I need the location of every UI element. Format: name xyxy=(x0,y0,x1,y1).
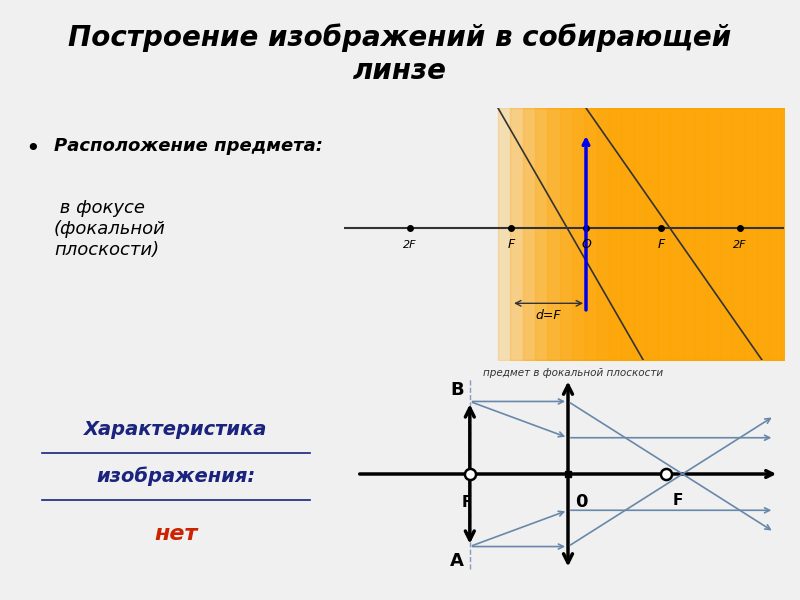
Text: 0: 0 xyxy=(575,493,587,511)
Text: предмет в фокальной плоскости: предмет в фокальной плоскости xyxy=(482,368,663,378)
Text: d=F: d=F xyxy=(536,309,562,322)
Text: A: A xyxy=(450,552,464,570)
Text: Построение изображений в собирающей
линзе: Построение изображений в собирающей линз… xyxy=(68,23,732,85)
Text: изображения:: изображения: xyxy=(97,467,255,486)
Text: 2F: 2F xyxy=(403,240,417,250)
Text: 2F: 2F xyxy=(734,240,746,250)
Text: F: F xyxy=(462,495,472,510)
Text: нет: нет xyxy=(154,524,198,544)
Text: B: B xyxy=(450,382,464,400)
Text: F: F xyxy=(657,238,665,251)
Text: •: • xyxy=(26,137,40,161)
Text: F: F xyxy=(507,238,515,251)
Text: в фокусе
(фокальной
плоскости): в фокусе (фокальной плоскости) xyxy=(54,199,166,259)
Text: O: O xyxy=(581,238,591,251)
Text: F: F xyxy=(673,493,683,508)
Text: Расположение предмета:: Расположение предмета: xyxy=(54,137,323,155)
Text: Характеристика: Характеристика xyxy=(84,420,268,439)
